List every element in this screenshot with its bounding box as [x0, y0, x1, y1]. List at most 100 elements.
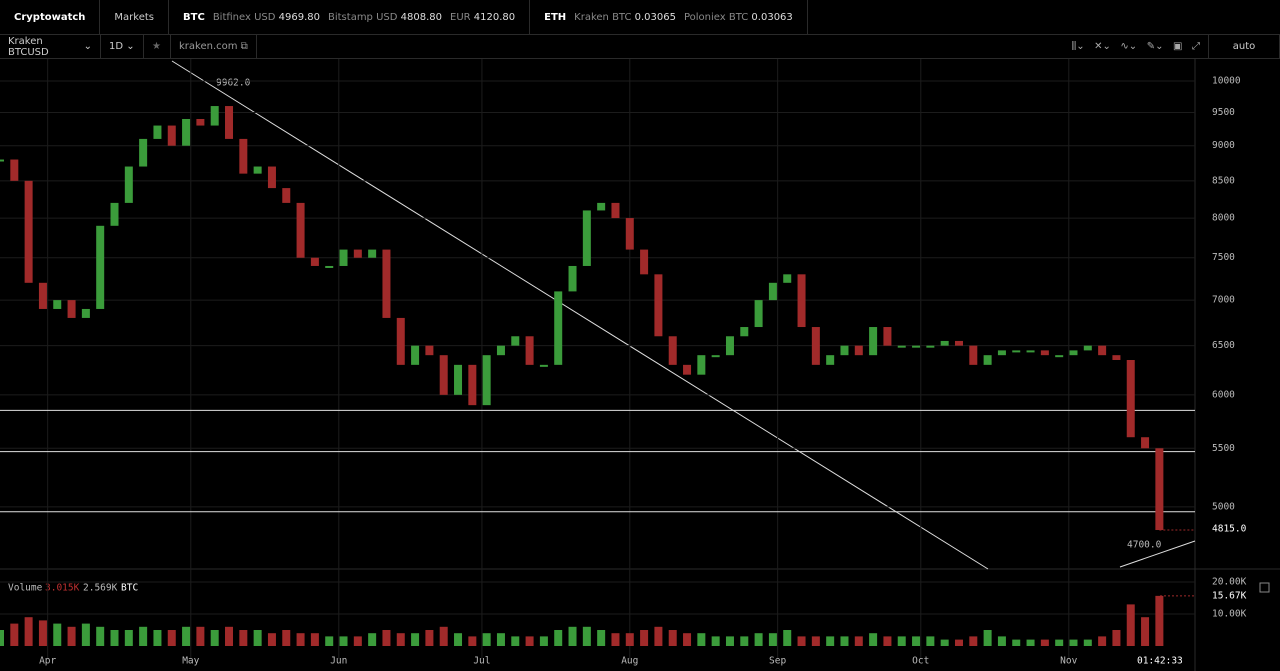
candle	[568, 265, 577, 292]
candle	[253, 166, 262, 174]
candle	[1126, 359, 1135, 438]
volume-bar	[1040, 639, 1049, 646]
candle	[468, 364, 477, 406]
volume-bar	[711, 636, 720, 646]
candle	[740, 327, 749, 337]
volume-bar	[625, 633, 634, 646]
volume-bar	[24, 617, 33, 646]
volume-bar	[826, 636, 835, 646]
eth-quotes[interactable]: ETH Kraken BTC 0.03065 Poloniex BTC 0.0306…	[530, 0, 808, 34]
candle	[439, 355, 448, 395]
brand-text: Cryptowatch	[14, 11, 86, 23]
x-tick-label: Apr	[39, 656, 56, 667]
candle	[625, 218, 634, 250]
candle	[239, 138, 248, 174]
volume-bar	[382, 630, 391, 646]
scale-button[interactable]: auto	[1209, 35, 1280, 58]
candle	[182, 118, 191, 146]
tools[interactable]: ⫼⌄ ✕⌄ ∿⌄ ✎⌄ ▣ ⤢	[1064, 35, 1209, 58]
brand[interactable]: Cryptowatch	[0, 0, 101, 34]
candle	[997, 350, 1006, 356]
exchange: kraken.com	[179, 41, 238, 52]
candle	[1141, 437, 1150, 449]
candle	[396, 317, 405, 365]
candle	[81, 308, 90, 318]
candle	[124, 166, 133, 203]
candle	[267, 166, 276, 189]
markets[interactable]: Markets	[100, 0, 170, 34]
volume-bar	[353, 636, 362, 646]
volume-bar	[38, 620, 47, 646]
markets-text: Markets	[114, 11, 155, 23]
candle	[683, 364, 692, 375]
volume-bar	[683, 633, 692, 646]
market-select[interactable]: Kraken BTCUSD ⌄	[0, 35, 101, 58]
btc-quotes[interactable]: BTC Bitfinex USD 4969.80 Bitstamp USD 4808…	[169, 0, 531, 34]
candle	[811, 327, 820, 365]
high-label: 9962.0	[216, 78, 251, 89]
candle	[969, 345, 978, 365]
exchange-link[interactable]: kraken.com ⧉	[171, 35, 257, 58]
candle	[597, 202, 606, 211]
candle	[153, 125, 162, 139]
candle	[940, 340, 949, 346]
candle	[167, 125, 176, 146]
asset: BTC	[183, 11, 205, 23]
candle	[0, 159, 4, 162]
volume-bar	[1026, 639, 1035, 646]
volume-unit: BTC	[121, 583, 138, 594]
volume-bar	[525, 636, 534, 646]
candle	[725, 336, 734, 356]
candle	[1112, 355, 1121, 360]
candle	[1155, 448, 1164, 531]
candle	[1083, 345, 1092, 351]
volume-bar	[1155, 595, 1164, 646]
x-tick-label: Jun	[330, 656, 347, 667]
low-label: 4700.0	[1127, 540, 1162, 551]
candle	[482, 355, 491, 406]
candle	[67, 300, 76, 318]
candle	[1040, 350, 1049, 356]
candle	[525, 336, 534, 365]
volume-bar	[797, 636, 806, 646]
candle	[368, 249, 377, 258]
candle	[1026, 350, 1035, 353]
volume-bar	[454, 633, 463, 646]
candle	[654, 274, 663, 337]
trend-line[interactable]	[1119, 540, 1196, 568]
volume-bar	[496, 633, 505, 646]
period: 1D	[109, 41, 124, 52]
volume-bar	[568, 626, 577, 646]
volume-bar	[597, 630, 606, 646]
period-select[interactable]: 1D ⌄	[101, 35, 144, 58]
volume-bar	[654, 626, 663, 646]
close-volume[interactable]	[1259, 582, 1270, 593]
trend-line[interactable]	[171, 60, 989, 570]
volume-bar	[396, 633, 405, 646]
volume-last-label: 15.67K	[1212, 590, 1247, 601]
quote-price: 0.03065	[634, 11, 676, 23]
quote: Bitstamp USD 4808.80	[328, 12, 442, 23]
y-tick-label: 5000	[1212, 501, 1235, 512]
candle	[353, 249, 362, 258]
star[interactable]: ★	[144, 35, 171, 58]
candle	[797, 274, 806, 328]
quote-price: 0.03063	[751, 11, 793, 23]
candle	[754, 300, 763, 328]
volume-bar	[368, 633, 377, 646]
volume-bar	[0, 630, 4, 646]
volume-bar	[611, 633, 620, 646]
candle	[425, 345, 434, 356]
volume-bar	[110, 630, 119, 646]
volume-bar	[96, 626, 105, 646]
x-tick-label: Sep	[769, 656, 786, 667]
volume-buy: 2.569K	[83, 583, 118, 594]
volume-bar	[182, 626, 191, 646]
candle	[53, 300, 62, 309]
y-tick-label: 8000	[1212, 213, 1235, 224]
quote-source: EUR	[450, 11, 471, 23]
candle	[411, 345, 420, 365]
volume-bar	[897, 636, 906, 646]
volume-bar	[883, 636, 892, 646]
candle	[310, 257, 319, 266]
